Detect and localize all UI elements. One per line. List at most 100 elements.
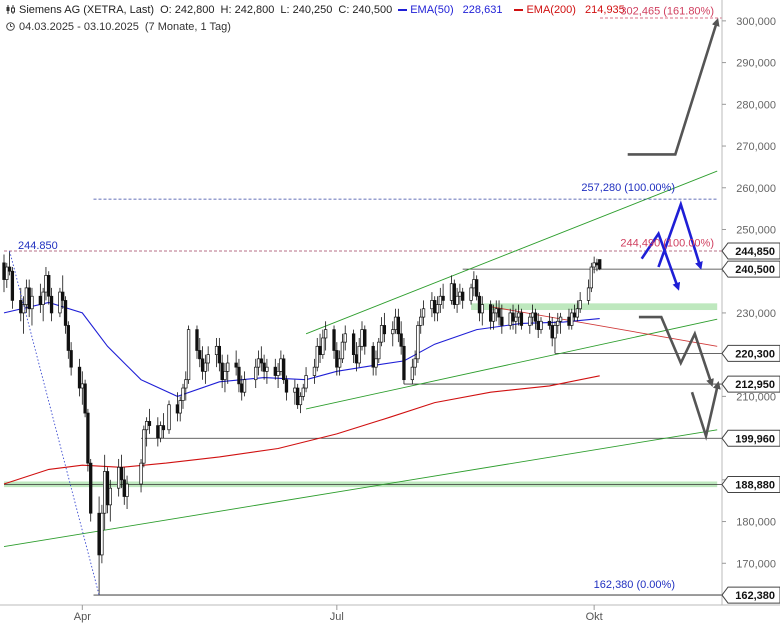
- candle-body: [393, 316, 398, 330]
- candle: [122, 467, 126, 505]
- candle: [391, 321, 395, 347]
- price-label-text: 162,380: [735, 590, 775, 602]
- period: (7 Monate, 1 Tag): [144, 21, 231, 33]
- x-tick-label: Jul: [330, 611, 344, 623]
- candle-body: [161, 425, 166, 431]
- candle: [323, 321, 328, 351]
- candle-body: [80, 383, 84, 389]
- candle: [469, 283, 473, 305]
- candle: [491, 304, 496, 330]
- candle-body: [61, 291, 65, 301]
- candle: [578, 292, 582, 313]
- candle-body: [44, 275, 48, 293]
- candle: [379, 317, 384, 347]
- candle-body: [301, 387, 305, 397]
- candle-body: [402, 345, 406, 381]
- candle-body: [455, 295, 459, 305]
- candle-body: [318, 345, 322, 356]
- candle: [66, 321, 70, 359]
- candle-body: [83, 383, 87, 414]
- candle: [10, 267, 15, 309]
- y-tick-label: 300,000: [736, 16, 776, 28]
- candle: [419, 308, 423, 334]
- candle: [142, 425, 146, 468]
- candle-body: [184, 379, 188, 389]
- candle-body: [97, 512, 101, 556]
- candle: [354, 342, 359, 372]
- candle: [49, 287, 54, 322]
- candle: [296, 383, 300, 409]
- candle-body: [435, 304, 440, 314]
- candle-body: [494, 308, 498, 314]
- candle-body: [461, 291, 465, 301]
- candle: [598, 259, 602, 271]
- candle: [304, 367, 308, 393]
- candle-body: [592, 262, 596, 268]
- candle: [547, 312, 552, 330]
- candle-body: [441, 295, 445, 301]
- ema50-value: 228,631: [462, 4, 503, 16]
- candle-body: [575, 308, 580, 318]
- candle-body: [519, 312, 524, 326]
- candle: [550, 317, 554, 347]
- candle-body: [516, 312, 521, 318]
- candle-body: [399, 333, 403, 347]
- candle: [558, 312, 563, 334]
- candle-body: [469, 287, 473, 301]
- ema200-line: [3, 375, 600, 485]
- candle: [217, 337, 222, 372]
- candle-body: [539, 320, 543, 330]
- candle-body: [304, 375, 308, 389]
- candle-body: [558, 316, 563, 322]
- trendlines: [3, 170, 718, 548]
- candle-body: [360, 329, 364, 347]
- candle-body: [340, 341, 345, 360]
- candle-body: [491, 312, 496, 322]
- candle: [315, 337, 319, 372]
- price-label-box: [721, 429, 780, 447]
- candle: [298, 392, 303, 414]
- price-label: 244,850: [721, 242, 780, 260]
- candle-body: [122, 479, 126, 497]
- candle-body: [105, 471, 110, 506]
- candle: [273, 358, 277, 380]
- candle-body: [351, 333, 356, 356]
- candle-body: [567, 316, 571, 326]
- candle-body: [41, 291, 45, 305]
- candle: [519, 308, 524, 330]
- candle: [413, 350, 417, 376]
- price-level-lines: [4, 250, 722, 596]
- candle-body: [553, 325, 557, 339]
- candle-body: [117, 466, 121, 489]
- candle-body: [47, 275, 51, 297]
- candle-body: [125, 483, 129, 497]
- candle: [399, 321, 403, 355]
- projections: [627, 18, 721, 441]
- candle: [77, 358, 82, 397]
- candle-body: [49, 295, 54, 314]
- candle-body: [514, 316, 518, 322]
- candle-body: [433, 300, 437, 314]
- candle: [586, 279, 591, 305]
- candle-body: [27, 287, 31, 310]
- candle: [393, 308, 398, 334]
- x-tick-label: Apr: [74, 611, 91, 623]
- candle-body: [186, 329, 191, 381]
- y-tick-label: 170,000: [736, 558, 776, 570]
- candles: [2, 250, 602, 596]
- candle-body: [217, 345, 222, 364]
- price-label: 240,500: [721, 260, 780, 278]
- candle: [41, 287, 45, 322]
- chart-subheader: 04.03.2025 - 03.10.2025 (7 Monate, 1 Tag): [6, 21, 237, 33]
- ema200-legend: EMA(200) 214,935: [514, 4, 630, 16]
- candle-body: [19, 300, 23, 314]
- candle: [452, 279, 456, 309]
- fib-label: 257,280 (100.00%): [581, 182, 675, 194]
- candle-body: [335, 350, 339, 368]
- candle: [340, 333, 345, 363]
- candle-body: [242, 379, 247, 393]
- candle-body: [332, 329, 336, 351]
- price-label-text: 240,500: [735, 264, 775, 276]
- candle-body: [413, 358, 417, 368]
- candle-body: [572, 312, 577, 318]
